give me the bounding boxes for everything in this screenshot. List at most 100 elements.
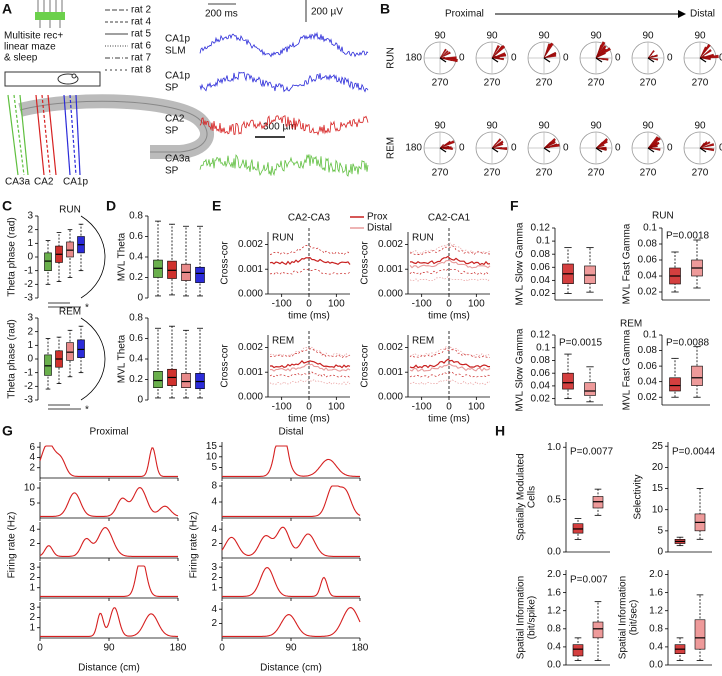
y-tick-label: 0.02 [638, 392, 658, 403]
x-tick-label: -100 [412, 299, 432, 310]
phase-wedge [491, 147, 501, 150]
y-tick-label: 2 [211, 538, 217, 549]
panel-letter: C [2, 198, 12, 214]
y-axis-label: MVL Slow Gamma [515, 328, 526, 411]
polar-label: 270 [536, 168, 553, 179]
y-tick-label: 0.5 [547, 494, 561, 505]
y-tick-label: 1.2 [649, 605, 663, 616]
phase-wedge [699, 143, 715, 149]
region-label: CA2 [34, 177, 54, 188]
y-tick-label: 4 [29, 452, 35, 463]
y-tick-label: 4 [211, 524, 217, 535]
p-value: P=0.0015 [559, 338, 603, 349]
lfp-trace [199, 71, 369, 93]
phase-curve [80, 317, 106, 401]
crosscorr-trace [269, 379, 351, 386]
y-tick-label: 4 [211, 604, 217, 615]
electrode-icon [35, 0, 65, 28]
box [691, 365, 703, 386]
phase-wedge [439, 51, 451, 59]
box [153, 370, 163, 388]
trace-label: CA1p [165, 34, 190, 45]
y-tick-label: 0 [137, 293, 143, 304]
y-axis-label: (bit/spike) [527, 596, 538, 639]
y-tick-label: 0.1 [536, 342, 550, 353]
box [44, 354, 52, 376]
y-tick-label: 15 [652, 483, 664, 494]
y-tick-label: 1 [27, 340, 33, 351]
phase-wedge [491, 55, 500, 59]
y-tick-label: -3 [24, 293, 33, 304]
rat-legend-label: rat 6 [131, 41, 151, 52]
polar-label: 270 [536, 78, 553, 89]
crosscorr-trace [409, 346, 491, 357]
rate-curve [39, 527, 178, 557]
y-tick-label: 2 [211, 572, 217, 583]
y-tick-label: 0 [27, 252, 33, 263]
polar-label: 0 [667, 53, 673, 64]
rate-curve [222, 607, 361, 637]
x-tick-label: 100 [328, 402, 345, 413]
polar-label: 270 [588, 168, 605, 179]
x-tick-label: 0 [37, 643, 43, 654]
y-tick-label: 0.8 [649, 623, 663, 634]
polar-label: 0 [563, 143, 569, 154]
p-value: P=0.0077 [570, 447, 614, 458]
crosscorr-trace [409, 378, 491, 386]
y-tick-label: 0.001 [238, 264, 263, 275]
y-tick-label: 15 [206, 441, 218, 452]
y-axis-label: MVL Theta [117, 232, 128, 281]
y-tick-label: 0.4 [547, 642, 561, 653]
polar-label: 90 [486, 31, 498, 42]
y-tick-label: 5 [29, 498, 35, 509]
box [77, 339, 85, 358]
panel-letter: D [106, 198, 116, 214]
mean-vector [543, 57, 551, 63]
mean-vector [595, 147, 603, 153]
phase-wedge [595, 47, 605, 59]
p-value: P=0.0088 [666, 338, 710, 349]
phase-wedge [439, 143, 444, 149]
rate-curve [40, 607, 178, 637]
polar-label: 0 [719, 53, 722, 64]
x-axis-label: time (ms) [288, 414, 330, 425]
panel-letter: F [510, 198, 519, 214]
setup-text: Multisite rec+ [4, 31, 63, 42]
y-tick-label: 1 [211, 582, 217, 593]
polar-label: 90 [538, 31, 550, 42]
rate-curve [221, 526, 360, 557]
y-tick-label: 0.002 [378, 239, 403, 250]
y-tick-label: 0.08 [638, 345, 658, 356]
trace-label: CA1p [165, 71, 190, 82]
y-tick-label: 0.12 [531, 330, 551, 341]
y-axis-label: Theta phase (rad) [7, 217, 18, 297]
y-tick-label: 2.0 [547, 569, 561, 580]
x-axis-label: time (ms) [288, 311, 330, 322]
panel-letter: A [2, 1, 12, 17]
y-tick-label: 25 [652, 441, 664, 452]
y-tick-label: 20 [652, 462, 664, 473]
y-tick-label: 8 [211, 481, 217, 492]
crosscorr-trace [409, 242, 491, 254]
y-tick-label: 0.04 [638, 376, 658, 387]
y-tick-label: -1 [24, 367, 33, 378]
y-tick-label: 0.08 [638, 239, 658, 250]
y-tick-label: 4 [211, 497, 217, 508]
lfp-trace [199, 115, 369, 136]
y-tick-label: 0.1 [643, 223, 657, 234]
y-tick-label: 2 [27, 224, 33, 235]
panel-letter: G [2, 423, 13, 439]
y-tick-label: 2 [29, 538, 35, 549]
trace-label: CA2 [165, 114, 185, 125]
y-tick-label: 0.02 [638, 287, 658, 298]
subplot-title: CA2-CA3 [288, 213, 331, 224]
polar-label: 0 [615, 143, 621, 154]
crosscorr-trace [409, 245, 491, 256]
phase-wedge [491, 140, 504, 149]
polar-label: 270 [432, 168, 449, 179]
x-tick-label: 100 [328, 299, 345, 310]
phase-wedge [647, 53, 653, 59]
y-tick-label: 0.002 [238, 239, 263, 250]
legend-label: Distal [367, 223, 392, 234]
